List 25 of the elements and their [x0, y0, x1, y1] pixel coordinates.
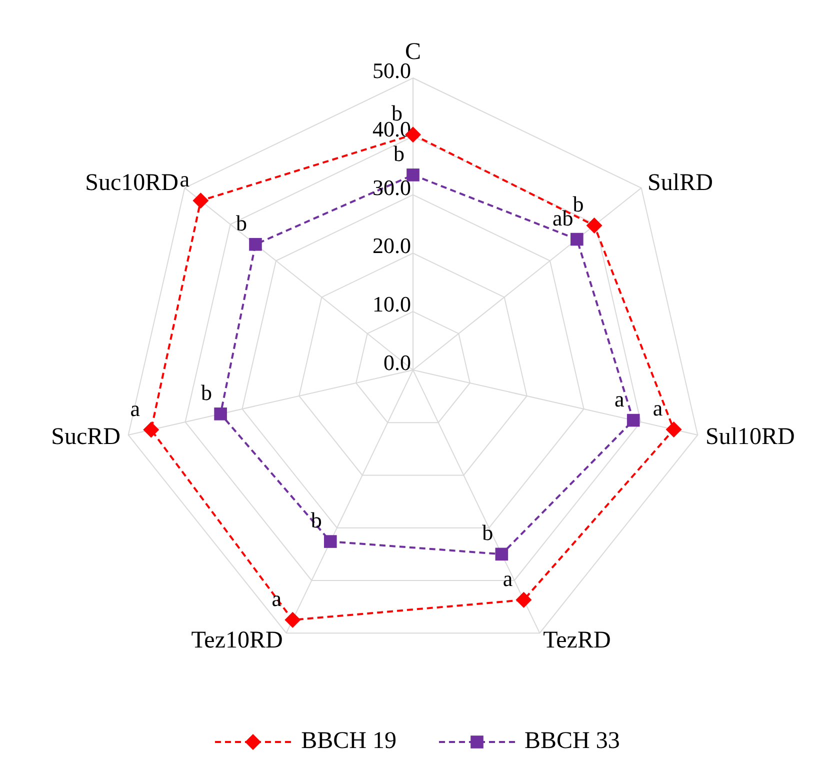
data-label: a: [130, 396, 140, 421]
data-label: b: [482, 520, 494, 546]
data-label: b: [310, 508, 322, 533]
spoke-label: Suc10RD: [85, 170, 178, 196]
data-label: b: [572, 191, 584, 216]
legend-label: BBCH 19: [301, 728, 396, 755]
y-tick-label: 30.0: [372, 174, 411, 200]
data-label: a: [652, 396, 663, 421]
data-label: a: [614, 386, 624, 412]
y-tick-label: 10.0: [372, 292, 411, 317]
spoke-label: Sul10RD: [705, 424, 795, 450]
data-label: ab: [552, 205, 574, 230]
y-tick-label: 20.0: [372, 233, 411, 258]
spoke-label: SulRD: [648, 170, 713, 196]
spoke-label: Tez10RD: [191, 627, 283, 654]
spoke-label: TezRD: [543, 627, 611, 654]
legend-label: BBCH 33: [524, 728, 620, 755]
data-label: b: [201, 380, 212, 405]
spoke-label: SucRD: [51, 424, 121, 450]
y-tick-label: 0.0: [384, 350, 411, 375]
data-label: b: [394, 140, 404, 166]
data-label: a: [502, 566, 513, 591]
y-tick-label: 50.0: [372, 58, 411, 83]
data-label: a: [180, 166, 190, 192]
data-label: b: [236, 210, 247, 236]
